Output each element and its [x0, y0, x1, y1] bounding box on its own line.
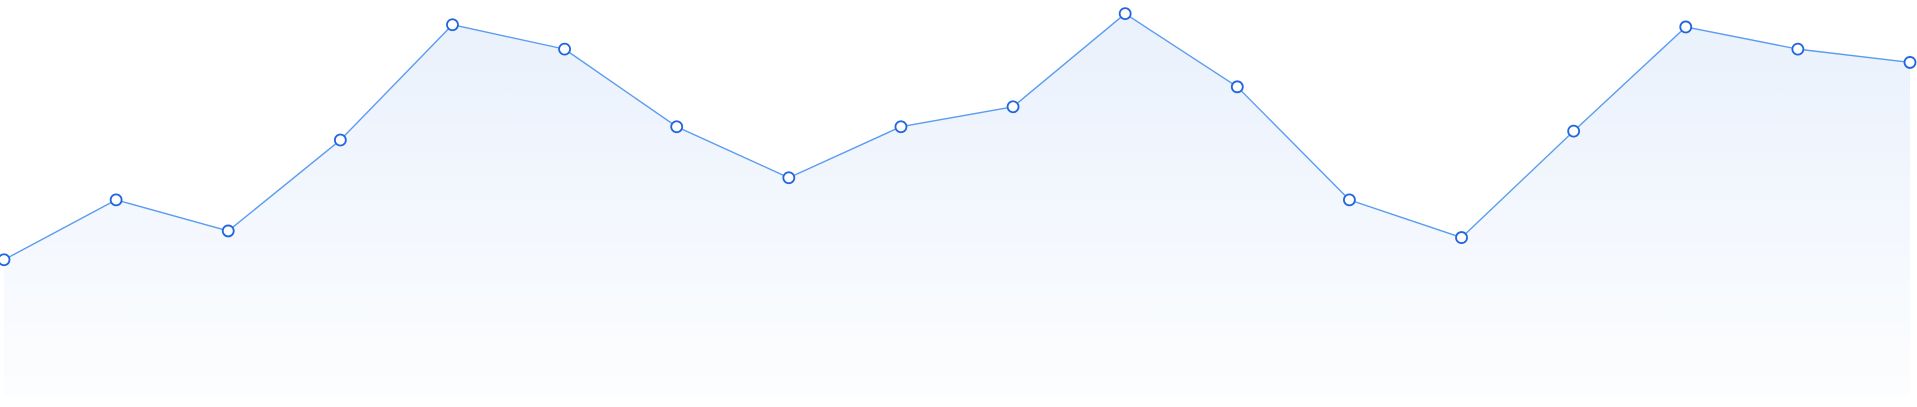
data-point[interactable]: [221, 224, 235, 238]
data-point[interactable]: [1791, 42, 1805, 56]
data-point[interactable]: [109, 193, 123, 207]
data-point[interactable]: [1903, 56, 1917, 69]
data-point[interactable]: [1006, 100, 1020, 114]
data-point[interactable]: [1343, 193, 1356, 207]
data-point[interactable]: [1118, 7, 1132, 21]
series-area: [4, 13, 1910, 395]
points-layer: [0, 7, 1917, 267]
data-point[interactable]: [782, 171, 796, 185]
data-point[interactable]: [894, 120, 908, 134]
data-point[interactable]: [0, 253, 11, 267]
line-layer: [3, 12, 1911, 261]
data-point[interactable]: [333, 133, 347, 147]
data-point[interactable]: [670, 120, 684, 134]
series-line: [3, 12, 1911, 261]
data-point[interactable]: [1679, 20, 1693, 34]
data-point[interactable]: [1567, 124, 1581, 138]
data-point[interactable]: [1455, 231, 1468, 244]
area-layer: [4, 13, 1910, 395]
data-point[interactable]: [446, 18, 459, 32]
data-point[interactable]: [1230, 80, 1244, 94]
data-point[interactable]: [558, 42, 571, 56]
